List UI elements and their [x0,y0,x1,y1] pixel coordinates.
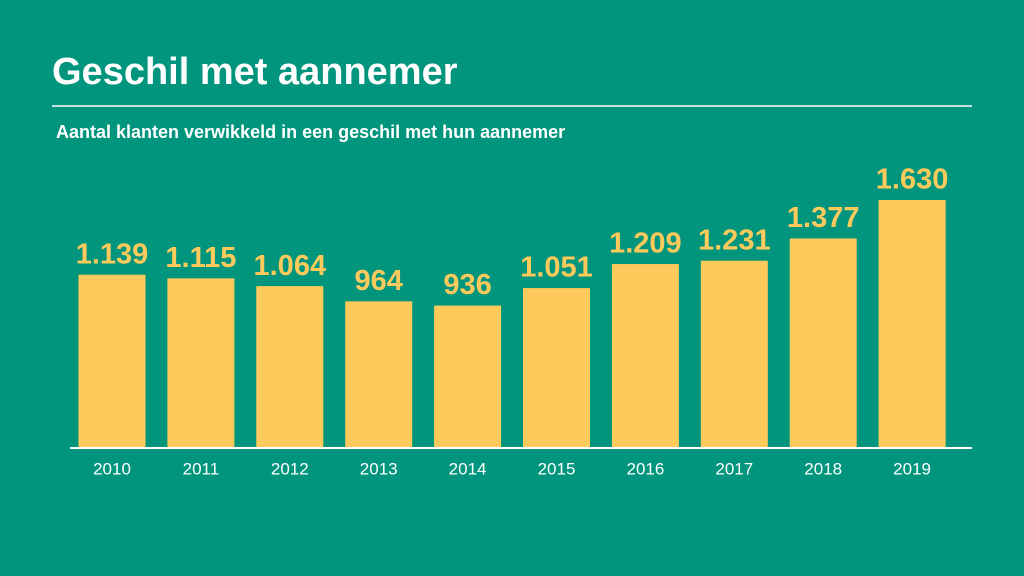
bar [700,260,768,448]
x-tick-label: 2010 [93,459,131,478]
bar [789,238,857,448]
value-label: 1.115 [165,242,236,274]
x-tick-label: 2011 [183,459,220,478]
chart-title: Geschil met aannemer [52,51,458,93]
value-label: 1.209 [609,228,682,260]
value-label: 1.630 [876,164,949,196]
bar [345,301,413,448]
x-tick-label: 2013 [360,459,398,478]
bar [167,278,235,448]
value-label: 1.139 [76,238,149,270]
value-label: 1.064 [254,250,327,282]
chart-subtitle: Aantal klanten verwikkeld in een geschil… [56,122,565,142]
x-tick-label: 2019 [893,459,931,478]
x-tick-label: 2012 [271,459,309,478]
bar [256,286,324,448]
value-label: 964 [355,265,403,297]
x-tick-label: 2014 [449,459,487,478]
bar [611,264,679,448]
value-label: 936 [443,269,491,301]
x-tick-label: 2017 [715,459,753,478]
bar [434,305,502,448]
bar [78,274,146,448]
value-label: 1.377 [787,202,860,234]
value-label: 1.231 [698,224,771,256]
x-tick-label: 2018 [804,459,842,478]
bar [523,288,590,448]
bar [878,200,946,448]
x-tick-label: 2015 [538,459,576,478]
x-tick-label: 2016 [626,459,664,478]
value-label: 1.051 [520,252,593,284]
